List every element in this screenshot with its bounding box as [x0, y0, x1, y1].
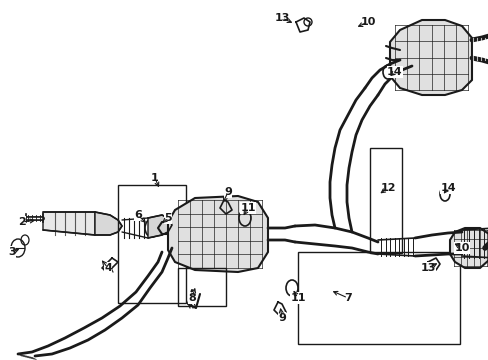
Text: 8: 8	[188, 293, 196, 303]
Text: 14: 14	[386, 67, 402, 77]
Text: 4: 4	[104, 263, 112, 273]
Text: 13: 13	[274, 13, 289, 23]
Text: 11: 11	[240, 203, 255, 213]
Text: 6: 6	[134, 210, 142, 220]
Text: 10: 10	[453, 243, 469, 253]
Polygon shape	[43, 212, 95, 235]
Text: 14: 14	[439, 183, 455, 193]
Bar	[369, 148, 401, 253]
Polygon shape	[148, 215, 172, 238]
Text: 9: 9	[224, 187, 231, 197]
Bar	[178, 268, 225, 306]
Text: 11: 11	[290, 293, 305, 303]
Text: 7: 7	[344, 293, 351, 303]
Text: 10: 10	[360, 17, 375, 27]
Polygon shape	[389, 20, 471, 95]
Polygon shape	[449, 228, 488, 268]
Polygon shape	[95, 212, 122, 235]
Text: 1: 1	[151, 173, 159, 183]
Polygon shape	[168, 196, 267, 272]
Text: 12: 12	[380, 183, 395, 193]
Bar	[118, 185, 185, 303]
Text: 5: 5	[164, 213, 171, 223]
Text: 13: 13	[420, 263, 435, 273]
Text: 2: 2	[18, 217, 26, 227]
Text: 3: 3	[8, 247, 16, 257]
Bar	[297, 252, 459, 344]
Text: 9: 9	[278, 313, 285, 323]
